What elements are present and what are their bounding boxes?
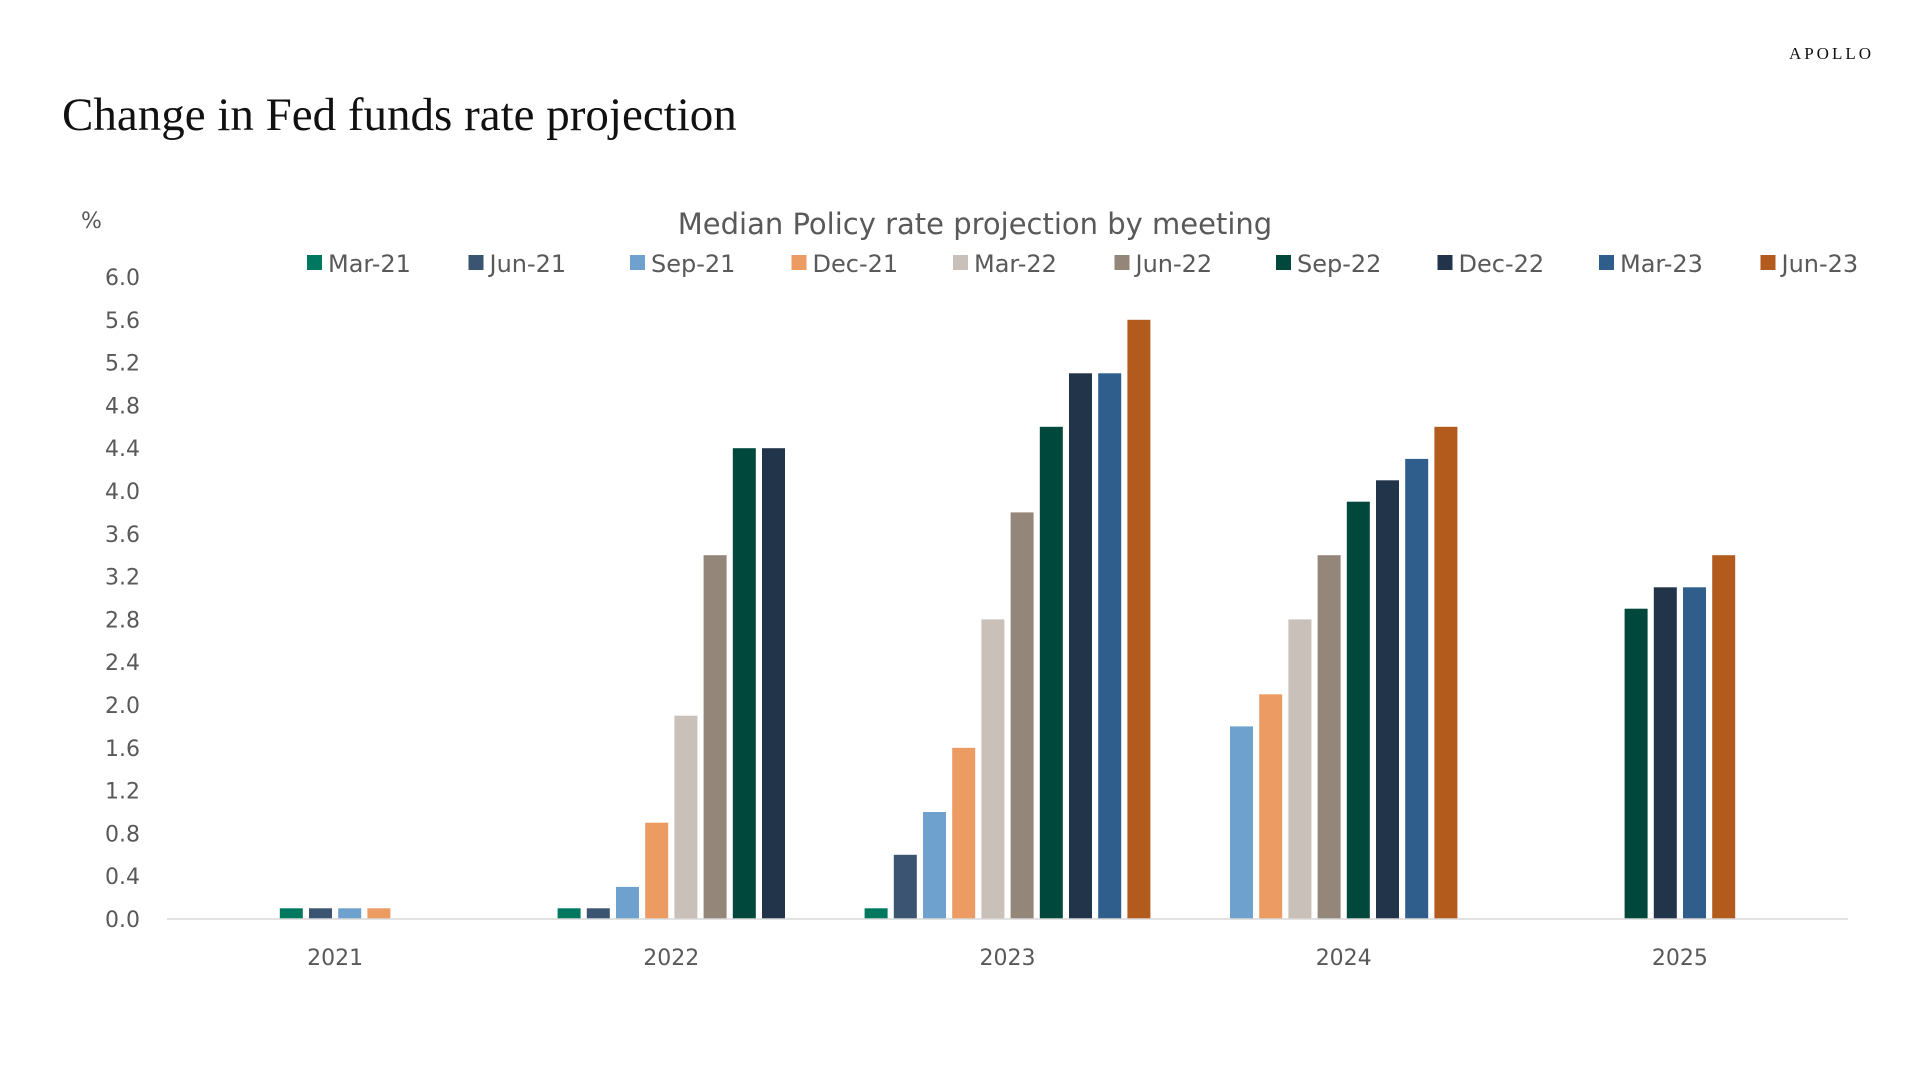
bar-sep-22-2023 <box>1039 426 1063 919</box>
legend-swatch <box>1599 255 1614 270</box>
bar-mar-22-2024 <box>1288 619 1312 919</box>
y-tick-label: 5.2 <box>105 352 140 377</box>
legend-swatch <box>630 255 645 270</box>
bar-jun-21-2021 <box>309 908 332 919</box>
brand-logo: APOLLO <box>1788 44 1874 63</box>
y-tick-label: 0.4 <box>105 865 140 890</box>
bar-sep-22-2025 <box>1624 608 1648 919</box>
bar-mar-23-2023 <box>1098 373 1122 919</box>
y-tick-label: 3.2 <box>105 566 140 591</box>
legend-swatch <box>1276 255 1291 270</box>
chart-bars <box>279 319 1736 919</box>
bar-dec-22-2025 <box>1653 587 1677 919</box>
bar-dec-21-2022 <box>645 822 669 919</box>
legend-swatch <box>307 255 322 270</box>
y-tick-label: 5.6 <box>105 309 140 334</box>
bar-mar-21-2021 <box>279 908 303 919</box>
y-tick-label: 6.0 <box>105 266 140 291</box>
bar-mar-22-2023 <box>981 619 1005 919</box>
legend-swatch <box>1760 255 1776 270</box>
legend-swatch <box>953 255 968 270</box>
y-tick-label: 4.0 <box>105 480 140 505</box>
bar-sep-21-2022 <box>616 886 639 919</box>
bar-jun-21-2023 <box>893 854 917 919</box>
bar-jun-23-2025 <box>1712 555 1736 919</box>
bar-dec-21-2024 <box>1259 694 1283 919</box>
x-tick-label: 2024 <box>1316 946 1372 971</box>
y-tick-label: 2.4 <box>105 651 140 676</box>
bar-dec-21-2021 <box>367 908 391 919</box>
legend-swatch <box>468 255 484 270</box>
bar-mar-23-2025 <box>1683 587 1706 919</box>
chart-legend: Mar-21 Jun-21 Sep-21 Dec-21 Mar-22 Jun-22 Sep-… <box>307 250 1858 278</box>
legend-swatch <box>791 255 807 270</box>
legend-label: Jun-23 <box>1780 250 1859 278</box>
bar-jun-22-2024 <box>1317 555 1341 919</box>
x-tick-label: 2021 <box>307 946 363 971</box>
legend-label: Dec-22 <box>1459 250 1545 278</box>
bar-sep-21-2023 <box>923 812 946 919</box>
y-tick-label: 0.8 <box>105 822 140 847</box>
x-tick-label: 2023 <box>980 946 1036 971</box>
bar-dec-22-2023 <box>1069 373 1092 919</box>
x-tick-label: 2022 <box>643 946 699 971</box>
bar-mar-22-2022 <box>674 715 698 919</box>
y-tick-label: 1.6 <box>105 737 140 762</box>
legend-label: Mar-23 <box>1620 250 1703 278</box>
bar-jun-22-2022 <box>703 555 727 919</box>
legend-swatch <box>1437 255 1453 270</box>
legend-swatch <box>1114 255 1130 270</box>
legend-label: Dec-21 <box>813 250 899 278</box>
x-axis-ticks: 2021 2022 2023 2024 2025 <box>307 946 1708 971</box>
y-tick-label: 3.6 <box>105 523 140 548</box>
legend-label: Sep-22 <box>1297 250 1381 278</box>
bar-mar-23-2024 <box>1405 458 1429 919</box>
chart-title: Median Policy rate projection by meeting <box>678 207 1272 241</box>
y-tick-label: 2.8 <box>105 608 140 633</box>
legend-label: Jun-21 <box>488 250 567 278</box>
bar-mar-21-2023 <box>864 908 888 919</box>
bar-sep-22-2022 <box>732 448 756 919</box>
bar-dec-22-2024 <box>1376 480 1399 919</box>
legend-label: Mar-22 <box>974 250 1057 278</box>
bar-dec-21-2023 <box>952 747 976 919</box>
y-tick-label: 1.2 <box>105 780 140 805</box>
y-axis-ticks: 0.0 0.4 0.8 1.2 1.6 2.0 2.4 2.8 3.2 3.6 4.0 4.4 4.8 5… <box>105 266 140 933</box>
y-tick-label: 2.0 <box>105 694 140 719</box>
page-title: Change in Fed funds rate projection <box>62 89 737 141</box>
bar-jun-23-2024 <box>1434 426 1458 919</box>
bar-sep-21-2024 <box>1230 726 1253 919</box>
y-tick-label: 0.0 <box>105 908 140 933</box>
bar-jun-23-2023 <box>1127 319 1151 919</box>
y-tick-label: 4.4 <box>105 437 140 462</box>
bar-mar-21-2022 <box>557 908 581 919</box>
x-tick-label: 2025 <box>1652 946 1708 971</box>
y-tick-label: 4.8 <box>105 394 140 419</box>
legend-label: Sep-21 <box>651 250 735 278</box>
legend-label: Jun-22 <box>1134 250 1213 278</box>
bar-sep-21-2021 <box>338 908 362 919</box>
bar-jun-21-2022 <box>586 908 610 919</box>
bar-dec-22-2022 <box>762 448 785 919</box>
bar-sep-22-2024 <box>1346 501 1370 919</box>
bar-jun-22-2023 <box>1010 512 1034 919</box>
legend-label: Mar-21 <box>328 250 411 278</box>
y-axis-unit-label: % <box>81 209 102 234</box>
